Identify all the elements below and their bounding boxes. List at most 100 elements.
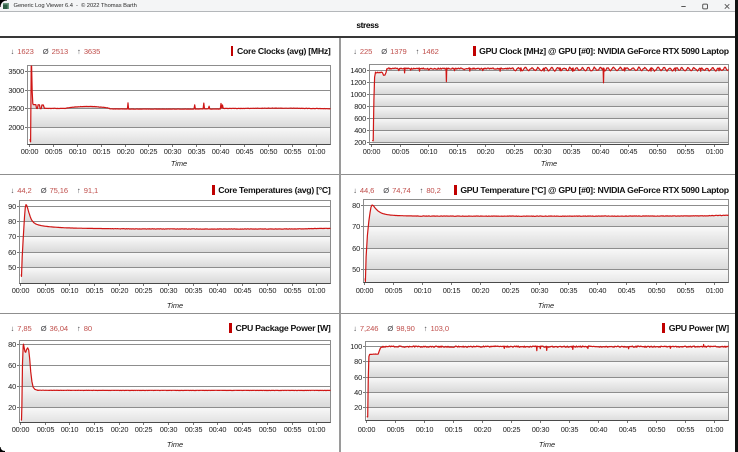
svg-text:40: 40 (8, 382, 16, 391)
svg-text:00:10: 00:10 (416, 425, 434, 434)
svg-text:1000: 1000 (350, 90, 366, 99)
svg-text:00:30: 00:30 (534, 147, 552, 156)
svg-text:600: 600 (354, 114, 366, 123)
svg-text:00:35: 00:35 (188, 147, 206, 156)
svg-text:40: 40 (354, 388, 362, 397)
svg-text:00:20: 00:20 (472, 286, 490, 295)
svg-text:00:20: 00:20 (111, 425, 129, 434)
svg-text:00:05: 00:05 (387, 425, 405, 434)
svg-text:2500: 2500 (8, 104, 24, 113)
svg-text:00:00: 00:00 (21, 147, 39, 156)
svg-text:00:05: 00:05 (385, 286, 403, 295)
svg-text:3500: 3500 (8, 67, 24, 76)
svg-text:200: 200 (354, 138, 366, 147)
svg-text:2000: 2000 (8, 123, 24, 132)
svg-text:00:25: 00:25 (135, 286, 153, 295)
svg-text:00:00: 00:00 (363, 147, 381, 156)
svg-text:60: 60 (354, 373, 362, 382)
svg-text:00:00: 00:00 (358, 425, 376, 434)
svg-text:20: 20 (354, 403, 362, 412)
svg-text:00:45: 00:45 (618, 286, 636, 295)
svg-text:00:40: 00:40 (209, 286, 227, 295)
svg-text:00:55: 00:55 (284, 286, 302, 295)
svg-text:00:05: 00:05 (392, 147, 410, 156)
svg-text:00:50: 00:50 (648, 286, 666, 295)
svg-text:00:40: 00:40 (589, 286, 607, 295)
svg-text:00:30: 00:30 (160, 286, 178, 295)
svg-text:00:20: 00:20 (474, 425, 492, 434)
svg-text:50: 50 (352, 265, 360, 274)
svg-text:Time: Time (167, 440, 183, 449)
svg-text:70: 70 (352, 222, 360, 231)
svg-text:00:55: 00:55 (284, 147, 302, 156)
svg-text:00:15: 00:15 (445, 425, 463, 434)
svg-text:00:10: 00:10 (420, 147, 438, 156)
svg-text:00:55: 00:55 (284, 425, 302, 434)
svg-text:00:20: 00:20 (117, 147, 135, 156)
svg-text:00:45: 00:45 (234, 286, 252, 295)
svg-text:00:45: 00:45 (619, 425, 637, 434)
svg-text:00:45: 00:45 (234, 425, 252, 434)
svg-text:Time: Time (167, 301, 183, 310)
svg-text:3000: 3000 (8, 86, 24, 95)
svg-text:00:45: 00:45 (236, 147, 254, 156)
svg-text:00:55: 00:55 (677, 147, 695, 156)
svg-text:00:50: 00:50 (649, 147, 667, 156)
svg-text:00:35: 00:35 (185, 286, 203, 295)
svg-text:00:30: 00:30 (532, 425, 550, 434)
svg-text:00:40: 00:40 (590, 425, 608, 434)
svg-text:00:40: 00:40 (592, 147, 610, 156)
svg-text:60: 60 (352, 244, 360, 253)
svg-text:00:05: 00:05 (45, 147, 63, 156)
svg-text:00:05: 00:05 (37, 425, 55, 434)
svg-text:20: 20 (8, 403, 16, 412)
svg-text:00:15: 00:15 (443, 286, 461, 295)
svg-text:01:00: 01:00 (308, 425, 326, 434)
svg-text:00:30: 00:30 (160, 425, 178, 434)
svg-text:01:00: 01:00 (308, 286, 326, 295)
svg-text:01:00: 01:00 (706, 425, 724, 434)
svg-text:100: 100 (350, 342, 362, 351)
svg-text:60: 60 (8, 248, 16, 257)
svg-text:00:25: 00:25 (135, 425, 153, 434)
svg-text:60: 60 (8, 361, 16, 370)
svg-text:70: 70 (8, 232, 16, 241)
svg-text:00:10: 00:10 (61, 286, 79, 295)
svg-text:00:00: 00:00 (356, 286, 374, 295)
svg-text:01:00: 01:00 (308, 147, 326, 156)
svg-text:00:10: 00:10 (414, 286, 432, 295)
svg-text:00:25: 00:25 (140, 147, 158, 156)
svg-text:00:35: 00:35 (560, 286, 578, 295)
svg-text:00:50: 00:50 (648, 425, 666, 434)
svg-text:Time: Time (538, 301, 554, 310)
svg-text:400: 400 (354, 126, 366, 135)
svg-text:00:25: 00:25 (503, 425, 521, 434)
svg-text:80: 80 (354, 357, 362, 366)
svg-text:00:50: 00:50 (260, 147, 278, 156)
svg-text:00:40: 00:40 (212, 147, 230, 156)
svg-text:00:35: 00:35 (563, 147, 581, 156)
svg-text:01:00: 01:00 (706, 286, 724, 295)
svg-text:00:00: 00:00 (12, 286, 30, 295)
svg-text:1400: 1400 (350, 66, 366, 75)
svg-text:00:15: 00:15 (93, 147, 111, 156)
svg-text:01:00: 01:00 (706, 147, 724, 156)
svg-text:00:30: 00:30 (531, 286, 549, 295)
svg-text:00:25: 00:25 (502, 286, 520, 295)
svg-text:00:25: 00:25 (506, 147, 524, 156)
svg-text:Time: Time (541, 159, 557, 168)
svg-text:00:05: 00:05 (37, 286, 55, 295)
svg-text:00:45: 00:45 (620, 147, 638, 156)
svg-text:Time: Time (171, 159, 187, 168)
svg-text:00:10: 00:10 (61, 425, 79, 434)
svg-text:00:35: 00:35 (185, 425, 203, 434)
svg-text:00:55: 00:55 (677, 425, 695, 434)
svg-text:Time: Time (539, 440, 555, 449)
svg-text:00:10: 00:10 (69, 147, 87, 156)
svg-text:80: 80 (8, 340, 16, 349)
svg-text:00:35: 00:35 (561, 425, 579, 434)
svg-text:90: 90 (8, 202, 16, 211)
svg-text:00:00: 00:00 (12, 425, 30, 434)
svg-text:80: 80 (8, 217, 16, 226)
svg-text:00:15: 00:15 (449, 147, 467, 156)
